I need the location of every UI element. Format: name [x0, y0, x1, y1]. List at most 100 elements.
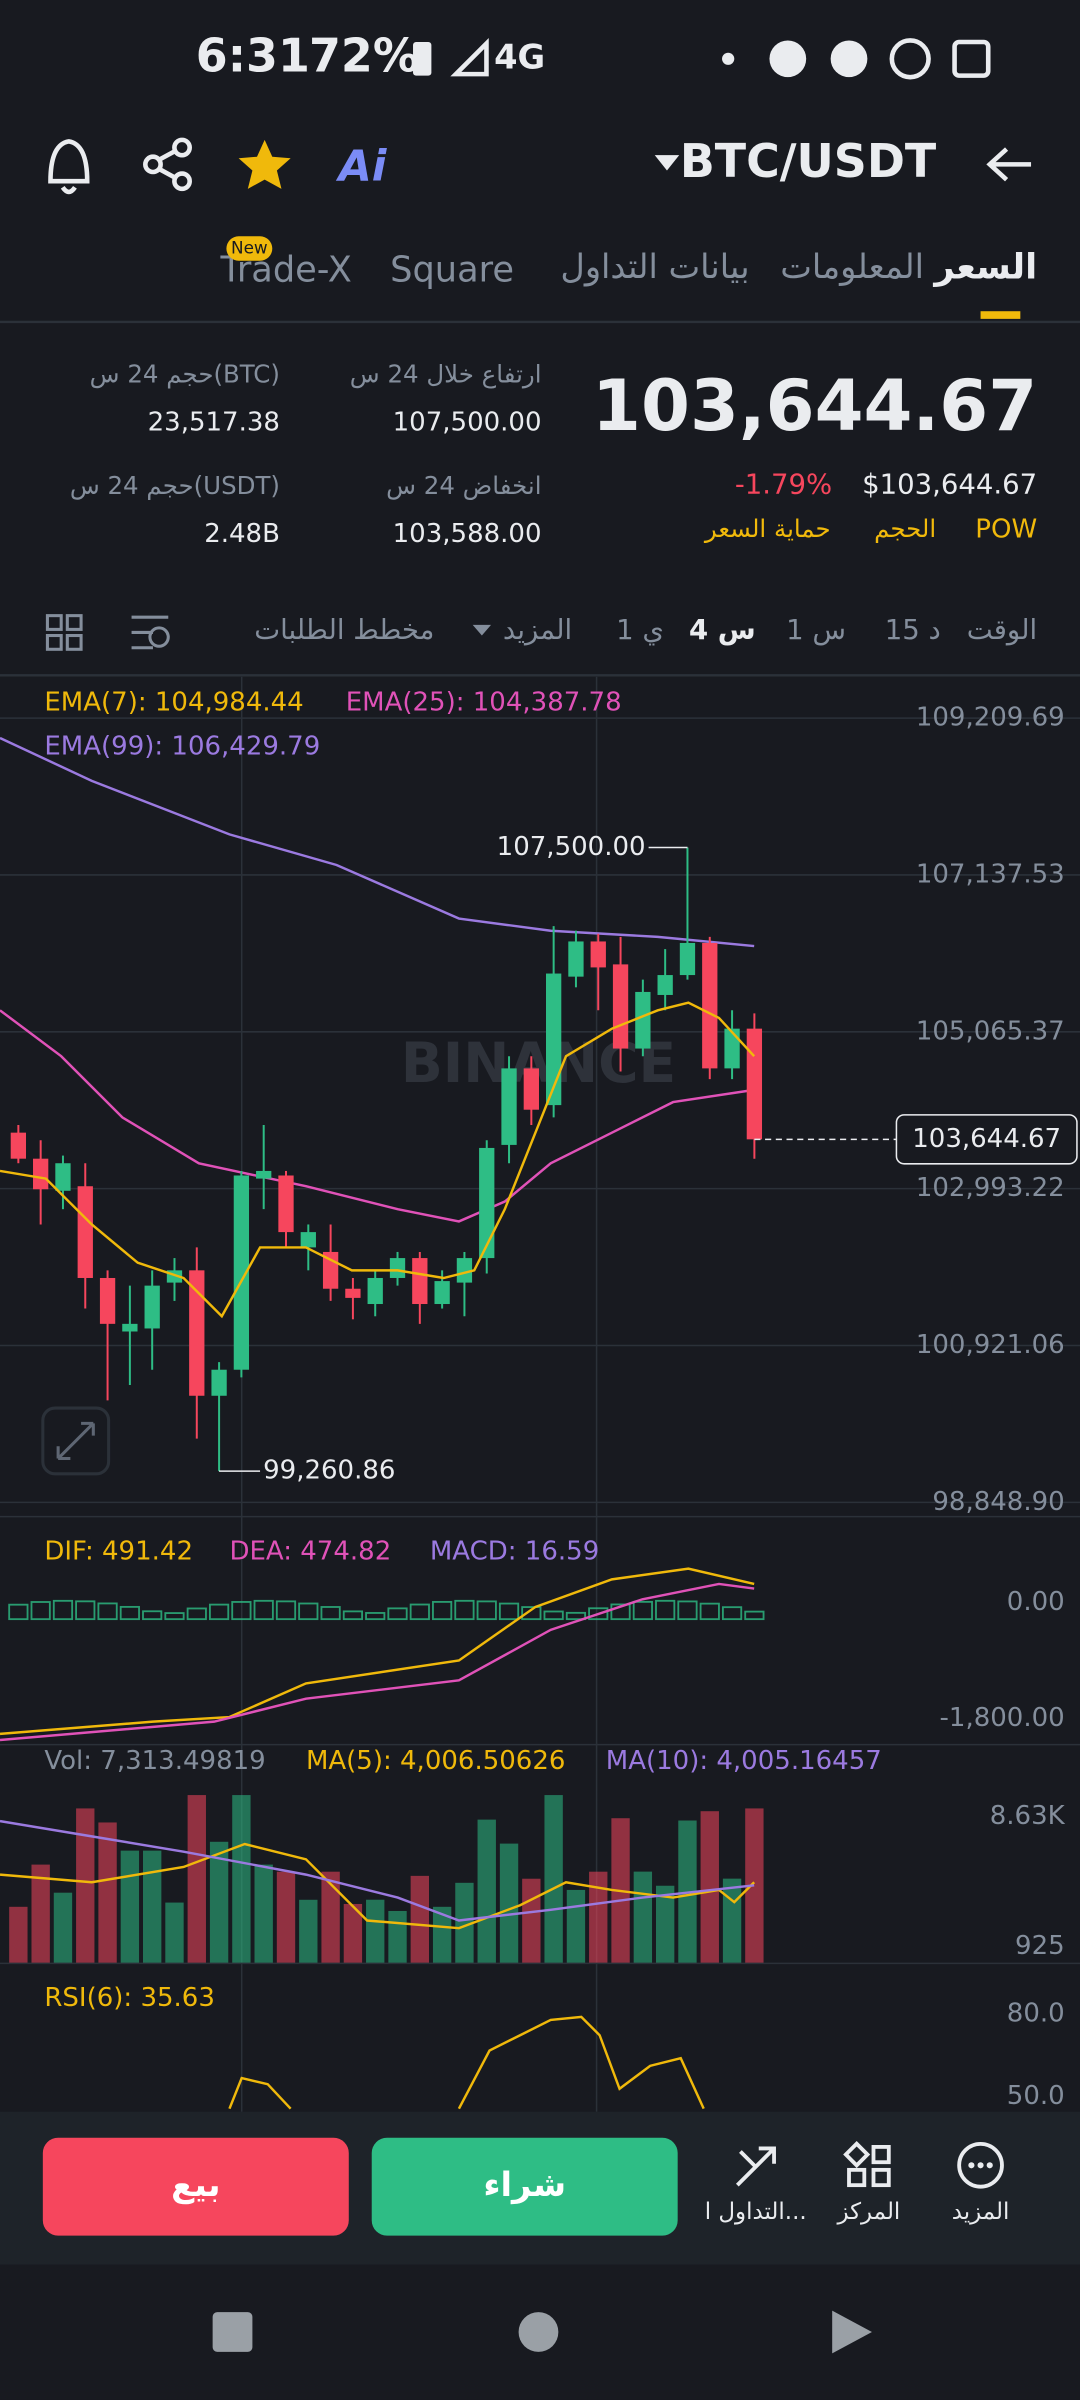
stat-label: حجم 24 س(BTC)	[90, 359, 280, 388]
tag[interactable]: POW	[975, 514, 1037, 544]
annotation-label: 107,500.00	[497, 832, 646, 862]
dot-icon	[722, 52, 735, 65]
tab[interactable]: المعلومات	[780, 247, 924, 287]
settings-icon[interactable]	[131, 615, 170, 650]
volume-label: MA(5): 4,006.50626	[306, 1746, 565, 1776]
interval[interactable]: الوقت	[967, 614, 1037, 646]
macd-bar	[97, 1602, 118, 1621]
tab[interactable]: السعر	[932, 246, 1037, 287]
candle-body	[144, 1285, 160, 1329]
status-time: 6:31	[196, 28, 310, 82]
macd-bar	[208, 1603, 230, 1621]
ema7-line	[0, 1001, 756, 1319]
home-button[interactable]	[518, 2312, 559, 2352]
nav-label[interactable]: التداول ا...	[705, 2199, 807, 2225]
volume-bar	[254, 1864, 273, 1964]
nav-label[interactable]: المزيد	[952, 2199, 1010, 2225]
interval[interactable]: 15 د	[885, 614, 941, 646]
macd-bar	[119, 1605, 140, 1621]
share-icon[interactable]	[143, 137, 192, 192]
more-icon[interactable]	[957, 2141, 1004, 2189]
back-button[interactable]	[832, 2310, 872, 2354]
interval-more[interactable]: المزيد	[503, 614, 572, 646]
volume-bar	[432, 1906, 452, 1964]
recents-button[interactable]	[212, 2312, 253, 2352]
favorite-star[interactable]	[238, 139, 291, 189]
stat-value: 2.48B	[204, 519, 280, 549]
candle-body	[367, 1277, 383, 1305]
volume-bar	[321, 1871, 340, 1964]
macd-bar	[454, 1599, 475, 1621]
y-tick-label: 102,993.22	[916, 1173, 1065, 1203]
candle-body	[568, 941, 584, 977]
macd-bar	[253, 1599, 274, 1621]
news-icon	[952, 39, 991, 78]
back-arrow[interactable]	[986, 147, 1032, 182]
volume-bar	[165, 1902, 184, 1964]
volume-bar	[700, 1811, 719, 1964]
interval[interactable]: 1 ي	[616, 614, 664, 646]
buy-button[interactable]	[371, 2137, 678, 2236]
volume-bar	[276, 1871, 296, 1964]
macd-bar	[231, 1601, 252, 1621]
y-tick-label: 100,921.06	[916, 1330, 1065, 1360]
pair-title[interactable]: BTC/USDT	[680, 134, 937, 188]
buy-text: شراء	[483, 2165, 566, 2205]
y-tick-label: 98,848.90	[932, 1487, 1064, 1517]
bell-icon[interactable]	[48, 139, 90, 195]
pair-dropdown-arrow[interactable]	[654, 155, 680, 171]
macd-bar	[632, 1600, 653, 1621]
macd-bar	[610, 1603, 631, 1621]
volume-axis-label: 925	[1015, 1931, 1065, 1961]
layout-icon[interactable]	[45, 614, 83, 651]
volume-bar	[299, 1899, 318, 1964]
volume-bar	[9, 1906, 28, 1964]
nav-label[interactable]: المركز	[836, 2199, 900, 2225]
stat-value: 23,517.38	[148, 407, 280, 437]
volume-bar	[366, 1899, 385, 1964]
macd-bar	[498, 1602, 520, 1621]
candle-body	[300, 1232, 316, 1248]
expand-button[interactable]	[41, 1406, 111, 1476]
interval[interactable]: 1 س	[786, 614, 846, 646]
tag[interactable]: الحجم	[874, 514, 936, 543]
candle-body	[434, 1281, 450, 1305]
indicator-label: EMA(7): 104,984.44	[44, 687, 303, 717]
volume-axis-label: 8.63K	[990, 1801, 1066, 1831]
battery-icon	[413, 41, 432, 76]
candle-body	[33, 1158, 49, 1190]
expand-icon	[56, 1421, 95, 1461]
candle-body	[256, 1170, 272, 1179]
tab[interactable]: بيانات التداول	[560, 247, 749, 287]
interval-active[interactable]: 4 س	[689, 614, 756, 646]
tab[interactable]: Square	[390, 249, 514, 290]
volume-bar	[53, 1892, 73, 1964]
macd-bar	[588, 1607, 609, 1621]
candle-body	[278, 1175, 294, 1233]
volume-bar	[633, 1871, 653, 1964]
macd-label: MACD: 16.59	[430, 1536, 599, 1566]
candle-body	[412, 1258, 428, 1305]
candle-body	[501, 1068, 517, 1145]
indicator-label: EMA(99): 106,429.79	[44, 732, 320, 762]
macd-bar	[409, 1603, 430, 1621]
trade-icon[interactable]	[735, 2146, 776, 2187]
ai-button[interactable]: Ai	[336, 141, 388, 191]
position-icon[interactable]	[843, 2141, 891, 2188]
tag[interactable]: حماية السعر	[703, 514, 831, 543]
price-change: -1.79%	[735, 469, 832, 501]
volume-bar	[388, 1910, 407, 1964]
macd-bar	[164, 1612, 185, 1621]
y-tick-label: 105,065.37	[916, 1016, 1065, 1046]
macd-axis-label: 0.00	[1007, 1587, 1065, 1617]
candle-body	[479, 1147, 495, 1259]
new-badge	[226, 236, 273, 261]
volume-bar	[120, 1850, 140, 1964]
volume-bar	[566, 1889, 586, 1964]
price-usd: $103,644.67	[862, 469, 1037, 501]
macd-bar	[342, 1610, 364, 1621]
sell-button[interactable]	[42, 2137, 349, 2236]
last-price: 103,644.67	[592, 365, 1037, 447]
interval[interactable]: مخطط الطلبات	[254, 614, 434, 646]
